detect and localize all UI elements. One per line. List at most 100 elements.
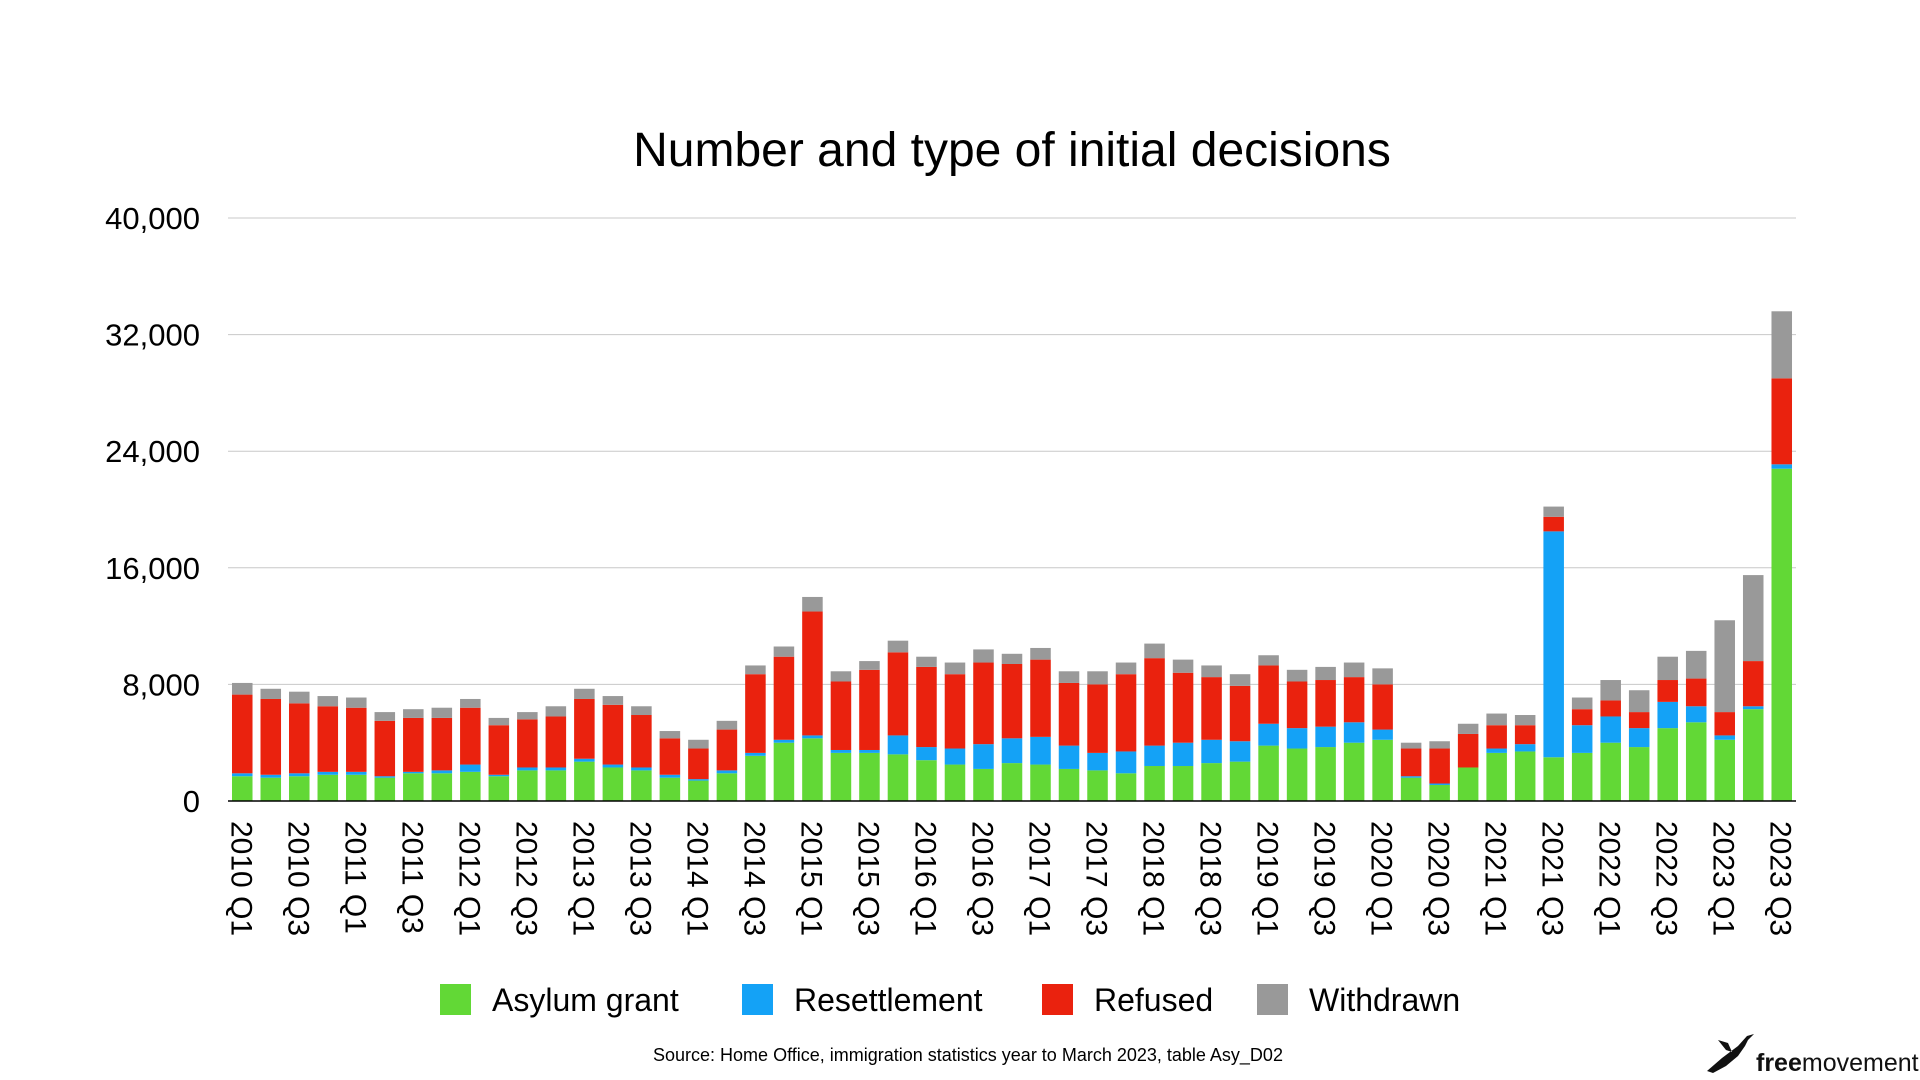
y-tick-label: 16,000 (105, 551, 200, 586)
x-tick-label: 2013 Q1 (566, 821, 599, 936)
bar-segment-asylum-grant (1400, 777, 1422, 801)
bar-segment-resettlement (1571, 725, 1593, 753)
bar-segment-asylum-grant (1115, 773, 1137, 801)
bar-segment-resettlement (488, 774, 510, 777)
bar-segment-resettlement (745, 752, 766, 756)
bars (231, 311, 1793, 801)
bar-segment-withdrawn (1087, 671, 1108, 685)
bar-segment-refused (688, 748, 709, 780)
bar-stack (1486, 713, 1507, 801)
bar-segment-asylum-grant (944, 764, 966, 801)
bar-stack (1771, 311, 1793, 801)
bar-segment-withdrawn (1685, 650, 1707, 679)
bar-segment-asylum-grant (859, 752, 880, 801)
bar-segment-withdrawn (1144, 643, 1165, 659)
bar-segment-withdrawn (1771, 311, 1793, 379)
bar-stack (1543, 506, 1564, 801)
bar-segment-resettlement (1144, 745, 1165, 767)
x-tick-label: 2017 Q1 (1023, 821, 1056, 936)
freemovement-logo: freemovement (1707, 1034, 1919, 1077)
bar-segment-resettlement (916, 747, 937, 761)
x-tick-label: 2014 Q1 (680, 821, 713, 936)
bar-segment-resettlement (1229, 741, 1251, 762)
bar-segment-asylum-grant (346, 774, 367, 801)
bar-segment-refused (1771, 378, 1793, 465)
bar-segment-withdrawn (289, 691, 310, 704)
bar-segment-refused (916, 666, 937, 748)
bar-segment-resettlement (1058, 745, 1080, 769)
bar-segment-withdrawn (1258, 655, 1279, 666)
bar-stack (631, 706, 652, 801)
y-axis-ticks: 0 8,000 16,000 24,000 32,000 40,000 (105, 201, 200, 819)
bar-segment-asylum-grant (1429, 784, 1450, 801)
source-note: Source: Home Office, immigration statist… (653, 1045, 1283, 1066)
bar-segment-asylum-grant (1172, 766, 1194, 801)
bar-segment-asylum-grant (602, 767, 624, 801)
bar-segment-asylum-grant (1201, 763, 1222, 801)
y-tick-label: 40,000 (105, 201, 200, 236)
bar-segment-refused (887, 652, 909, 736)
bar-segment-resettlement (374, 776, 396, 778)
bar-stack (1286, 669, 1308, 801)
bar-segment-refused (944, 674, 966, 749)
bar-segment-withdrawn (916, 656, 937, 667)
bar-stack (887, 640, 909, 801)
bar-segment-refused (1628, 712, 1650, 729)
bar-segment-resettlement (289, 773, 310, 777)
bar-segment-asylum-grant (773, 742, 795, 801)
y-tick-label: 32,000 (105, 318, 200, 353)
bar-segment-refused (1030, 659, 1051, 737)
bar-segment-asylum-grant (1543, 757, 1564, 801)
bar-segment-refused (1514, 725, 1536, 745)
bar-stack (231, 682, 253, 801)
bar-segment-resettlement (802, 735, 823, 739)
bar-segment-refused (1144, 658, 1165, 746)
bar-segment-resettlement (1286, 728, 1308, 749)
bar-segment-withdrawn (944, 662, 966, 675)
logo-text-free: free (1756, 1049, 1802, 1077)
bar-segment-asylum-grant (1685, 722, 1707, 801)
logo-text: freemovement (1756, 1049, 1919, 1077)
bar-segment-asylum-grant (1144, 766, 1165, 801)
bar-segment-refused (1058, 682, 1080, 746)
bar-segment-resettlement (317, 771, 339, 775)
bar-stack (1030, 647, 1051, 801)
bar-segment-asylum-grant (1030, 764, 1051, 801)
bar-segment-resettlement (830, 749, 852, 753)
bar-stack (289, 691, 310, 801)
bar-segment-refused (346, 707, 367, 772)
bar-segment-withdrawn (1600, 680, 1621, 701)
bar-segment-refused (1115, 674, 1137, 752)
bar-segment-resettlement (1400, 776, 1422, 778)
bar-segment-resettlement (1001, 738, 1023, 764)
bar-segment-withdrawn (403, 709, 424, 718)
legend: Asylum grant Resettlement Refused Withdrawn (440, 982, 1460, 1018)
bar-segment-refused (859, 669, 880, 750)
bar-stack (688, 739, 709, 801)
bar-segment-resettlement (1115, 751, 1137, 774)
bar-segment-asylum-grant (1001, 763, 1023, 801)
bar-segment-resettlement (231, 773, 253, 777)
bar-segment-withdrawn (973, 649, 994, 663)
x-tick-label: 2015 Q3 (851, 821, 884, 936)
bar-segment-withdrawn (1115, 662, 1137, 675)
bar-segment-resettlement (1429, 783, 1450, 785)
bar-segment-asylum-grant (574, 761, 595, 801)
y-tick-label: 0 (183, 784, 200, 819)
bar-segment-resettlement (1372, 729, 1393, 740)
bar-segment-asylum-grant (460, 771, 481, 801)
bar-stack (317, 696, 339, 801)
bar-segment-withdrawn (1742, 575, 1764, 662)
bar-segment-asylum-grant (1514, 751, 1536, 801)
bar-segment-resettlement (1543, 531, 1564, 758)
bar-segment-resettlement (716, 770, 738, 774)
bar-segment-withdrawn (488, 717, 510, 726)
bar-stack (1058, 671, 1080, 801)
bar-segment-asylum-grant (431, 773, 453, 801)
bar-segment-withdrawn (1229, 674, 1251, 686)
bar-segment-refused (973, 662, 994, 745)
bar-segment-refused (716, 729, 738, 771)
bar-segment-withdrawn (431, 707, 453, 718)
bar-stack (973, 649, 994, 801)
x-tick-label: 2016 Q1 (908, 821, 941, 936)
